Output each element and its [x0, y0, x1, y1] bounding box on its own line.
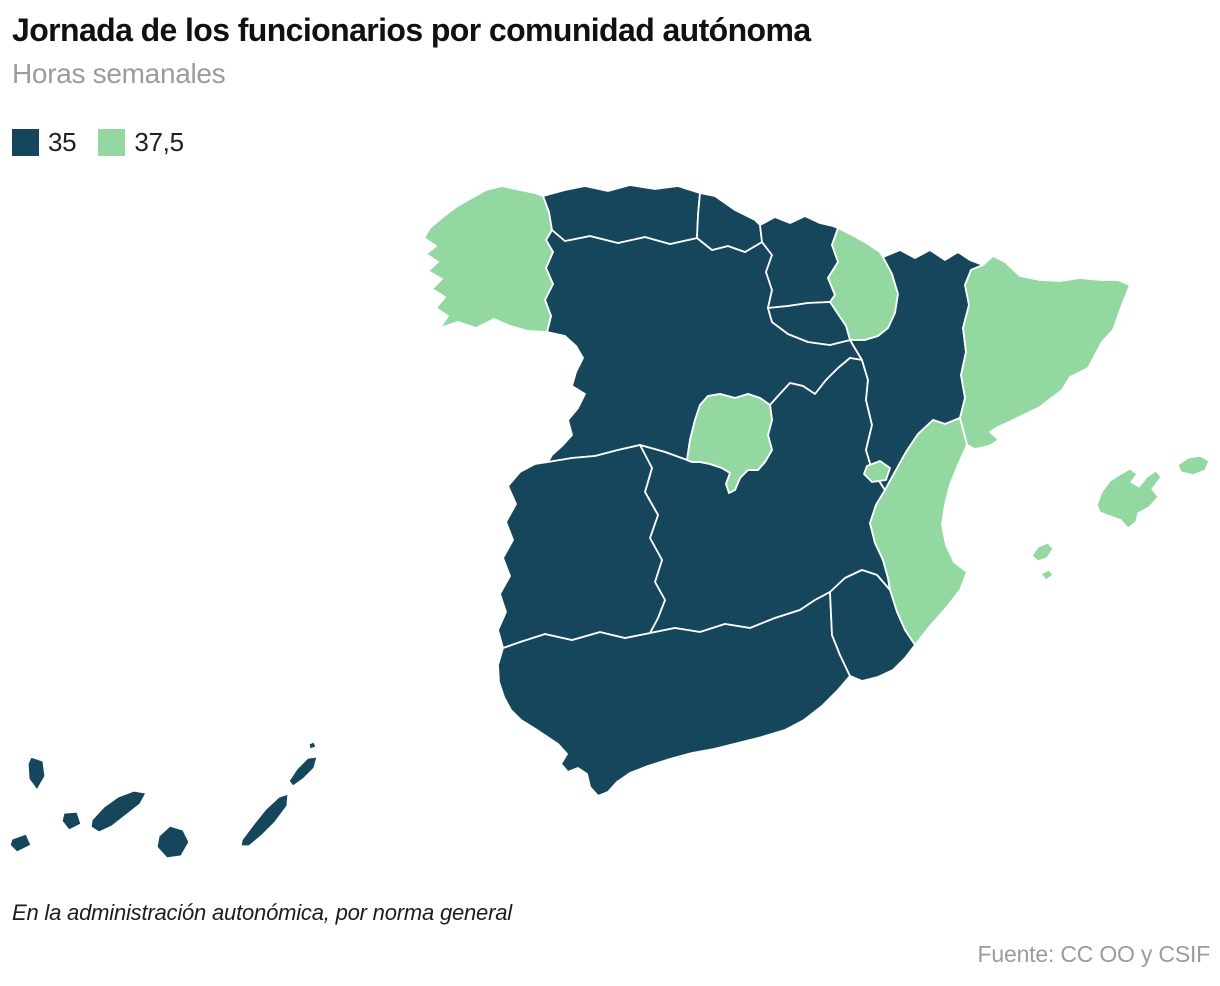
region-canarias-la-gomera	[61, 811, 82, 831]
region-canarias-fuerteventura	[240, 793, 289, 847]
region-canarias-la-palma	[27, 756, 46, 791]
region-cantabria	[696, 192, 763, 253]
region-galicia	[423, 185, 554, 333]
region-pais-vasco	[759, 215, 839, 309]
region-andalucia	[497, 591, 851, 797]
region-baleares-formentera	[1040, 569, 1054, 581]
chart-title: Jornada de los funcionarios por comunida…	[12, 12, 811, 48]
legend: 35 37,5	[12, 127, 184, 158]
region-comunidad-valenciana-rincon-de-ademuz	[863, 460, 891, 483]
legend-swatch-37-5-icon	[98, 129, 126, 156]
region-madrid	[686, 393, 773, 494]
region-canarias-el-hierro	[9, 833, 32, 853]
legend-label-35: 35	[48, 127, 77, 157]
region-extremadura	[497, 444, 666, 649]
region-baleares-ibiza	[1031, 542, 1054, 562]
source-credit: Fuente: CC OO y CSIF	[977, 941, 1211, 967]
region-baleares-menorca	[1177, 455, 1210, 476]
region-baleares-mallorca	[1096, 468, 1162, 529]
region-canarias-tenerife	[90, 790, 147, 833]
region-canarias-lanzarote	[288, 756, 318, 787]
footnote: En la administración autonómica, por nor…	[12, 900, 512, 925]
legend-label-37-5: 37,5	[134, 127, 184, 157]
region-cataluna	[959, 255, 1131, 450]
chart-subtitle: Horas semanales	[12, 58, 226, 89]
region-asturias	[542, 184, 701, 245]
region-murcia	[829, 569, 916, 682]
legend-item-37-5: 37,5	[98, 127, 184, 158]
region-canarias-gran-canaria	[156, 825, 190, 859]
legend-item-35: 35	[12, 127, 77, 158]
region-canarias-la-graciosa	[308, 741, 317, 750]
region-la-rioja	[767, 301, 851, 346]
legend-swatch-35-icon	[12, 129, 39, 156]
